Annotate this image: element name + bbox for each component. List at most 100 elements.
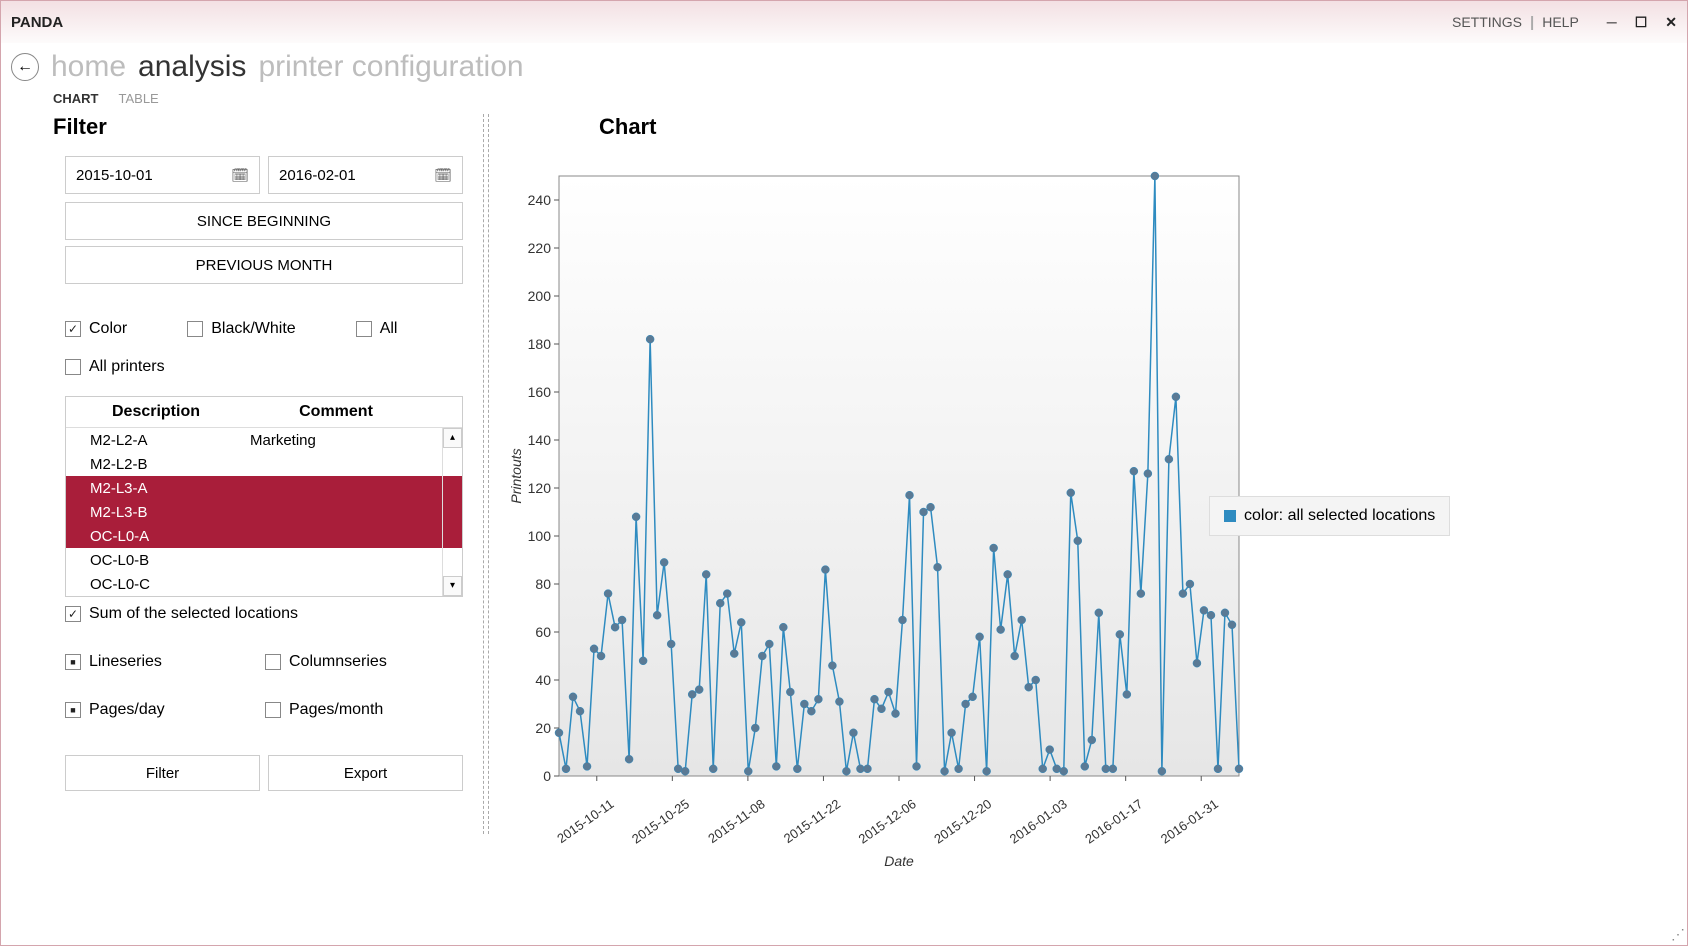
date-to-input[interactable]: 2016-02-01 🗓 [268,156,463,194]
checkbox-icon [356,321,372,337]
svg-text:80: 80 [535,576,551,592]
svg-text:180: 180 [528,336,552,352]
radio-icon [265,702,281,718]
checkbox-icon [65,359,81,375]
svg-text:140: 140 [528,432,552,448]
date-to-value: 2016-02-01 [279,167,356,184]
settings-link[interactable]: SETTINGS [1452,14,1522,30]
svg-text:200: 200 [528,288,552,304]
printer-table: Description Comment M2-L2-AMarketingM2-L… [65,396,463,597]
checkbox-icon [65,321,81,337]
table-row[interactable]: M2-L3-A [66,476,462,500]
export-button[interactable]: Export [268,755,463,791]
svg-text:160: 160 [528,384,552,400]
cell-description: OC-L0-B [90,552,250,569]
cell-comment: Marketing [250,432,410,449]
chk-color-label: Color [89,320,127,338]
previous-month-button[interactable]: PREVIOUS MONTH [65,246,463,284]
opt-pages-day[interactable]: Pages/day [65,701,265,719]
date-from-value: 2015-10-01 [76,167,153,184]
separator: | [1530,14,1534,31]
table-row[interactable]: M2-L2-AMarketing [66,428,462,452]
resize-grip[interactable]: ⋰ [1671,926,1685,943]
svg-text:60: 60 [535,624,551,640]
opt-lineseries-label: Lineseries [89,653,162,671]
table-row[interactable]: OC-L0-A [66,524,462,548]
filter-title: Filter [53,114,463,140]
chart-area: 020406080100120140160180200220240Printou… [509,156,1289,916]
svg-text:Date: Date [884,853,914,869]
scroll-up-button[interactable]: ▴ [443,428,462,448]
svg-text:Printouts: Printouts [509,448,524,503]
col-description: Description [66,397,246,427]
nav-printer-config[interactable]: printer configuration [258,50,523,84]
scroll-down-button[interactable]: ▾ [443,576,462,596]
chk-bw-label: Black/White [211,320,295,338]
opt-columnseries-label: Columnseries [289,653,387,671]
since-beginning-button[interactable]: SINCE BEGINNING [65,202,463,240]
legend-label: color: all selected locations [1244,507,1435,525]
chk-all-label: All [380,320,398,338]
close-icon[interactable]: ✕ [1665,14,1677,31]
chk-sum-label: Sum of the selected locations [89,605,298,623]
cell-description: M2-L2-B [90,456,250,473]
nav-home[interactable]: home [51,50,126,84]
cell-description: M2-L2-A [90,432,250,449]
svg-text:2016-01-03: 2016-01-03 [1007,796,1070,846]
svg-text:220: 220 [528,240,552,256]
svg-text:2015-10-25: 2015-10-25 [629,796,692,846]
splitter-handle[interactable] [483,114,489,834]
chk-sum-selected[interactable]: Sum of the selected locations [65,605,298,623]
radio-icon [65,654,81,670]
chk-all-printers[interactable]: All printers [65,358,165,376]
svg-text:2016-01-17: 2016-01-17 [1082,796,1145,846]
checkbox-icon [187,321,203,337]
arrow-left-icon: ← [17,58,33,76]
svg-text:2015-12-20: 2015-12-20 [931,796,994,846]
table-row[interactable]: OC-L0-C [66,572,462,596]
maximize-icon[interactable]: ☐ [1635,14,1648,31]
cell-description: M2-L3-A [90,480,250,497]
svg-text:2015-11-22: 2015-11-22 [781,796,843,846]
svg-text:2015-10-11: 2015-10-11 [554,796,616,846]
help-link[interactable]: HELP [1542,14,1579,30]
date-from-input[interactable]: 2015-10-01 🗓 [65,156,260,194]
radio-icon [65,702,81,718]
table-row[interactable]: OC-L0-B [66,548,462,572]
checkbox-icon [65,606,81,622]
chk-bw[interactable]: Black/White [187,320,295,338]
chart-title: Chart [599,114,1667,140]
legend-swatch [1224,510,1236,522]
back-button[interactable]: ← [11,53,39,81]
opt-lineseries[interactable]: Lineseries [65,653,265,671]
svg-text:2015-12-06: 2015-12-06 [856,796,919,846]
chk-all[interactable]: All [356,320,398,338]
tab-table[interactable]: TABLE [119,91,159,106]
svg-text:120: 120 [528,480,552,496]
nav-analysis[interactable]: analysis [138,50,246,84]
radio-icon [265,654,281,670]
chk-all-printers-label: All printers [89,358,165,376]
chk-color[interactable]: Color [65,320,127,338]
svg-text:240: 240 [528,192,552,208]
opt-pages-month-label: Pages/month [289,701,383,719]
svg-text:0: 0 [543,768,551,784]
calendar-icon[interactable]: 🗓 [231,167,249,184]
svg-text:20: 20 [535,720,551,736]
opt-pages-month[interactable]: Pages/month [265,701,465,719]
minimize-icon[interactable]: ─ [1607,14,1617,30]
col-comment: Comment [246,397,426,427]
app-title: PANDA [11,14,63,31]
calendar-icon[interactable]: 🗓 [434,167,452,184]
svg-text:2016-01-31: 2016-01-31 [1158,796,1221,846]
tab-chart[interactable]: CHART [53,91,99,106]
table-row[interactable]: M2-L2-B [66,452,462,476]
opt-columnseries[interactable]: Columnseries [265,653,465,671]
chart-legend: color: all selected locations [1209,496,1450,536]
cell-description: M2-L3-B [90,504,250,521]
table-row[interactable]: M2-L3-B [66,500,462,524]
filter-button[interactable]: Filter [65,755,260,791]
opt-pages-day-label: Pages/day [89,701,165,719]
svg-text:2015-11-08: 2015-11-08 [705,796,767,846]
cell-description: OC-L0-A [90,528,250,545]
